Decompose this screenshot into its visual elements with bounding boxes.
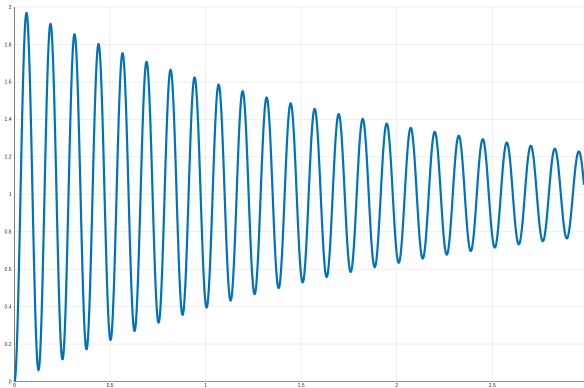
y-tick-label: 0.8 — [5, 230, 12, 236]
x-tick-label: 0.5 — [107, 383, 114, 388]
y-tick-label: 1.2 — [5, 155, 12, 161]
y-tick-label: 0.4 — [5, 304, 12, 310]
y-tick-label: 1.8 — [5, 42, 12, 48]
x-tick-label: 1.5 — [298, 383, 305, 388]
x-tick-label: 2.5 — [489, 383, 496, 388]
y-tick-label: 0.2 — [5, 342, 12, 348]
y-tick-labels: 0 0.2 0.4 0.6 0.8 1 1.2 1.4 1.6 1.8 2 — [5, 5, 12, 385]
y-tick-label: 1.4 — [5, 117, 12, 123]
grid-layer — [14, 6, 584, 382]
y-tick-label: 0.6 — [5, 267, 12, 273]
y-tick-label: 1 — [9, 192, 12, 198]
series-line — [13, 11, 584, 382]
y-tick-label: 2 — [9, 5, 12, 11]
x-tick-label: 1 — [204, 383, 207, 388]
y-tick-label: 1.6 — [5, 80, 12, 86]
x-tick-labels: 0 0.5 1 1.5 2 2.5 — [13, 383, 496, 388]
x-tick-label: 0 — [13, 383, 16, 388]
y-tick-label: 0 — [9, 379, 12, 385]
x-tick-label: 2 — [395, 383, 398, 388]
